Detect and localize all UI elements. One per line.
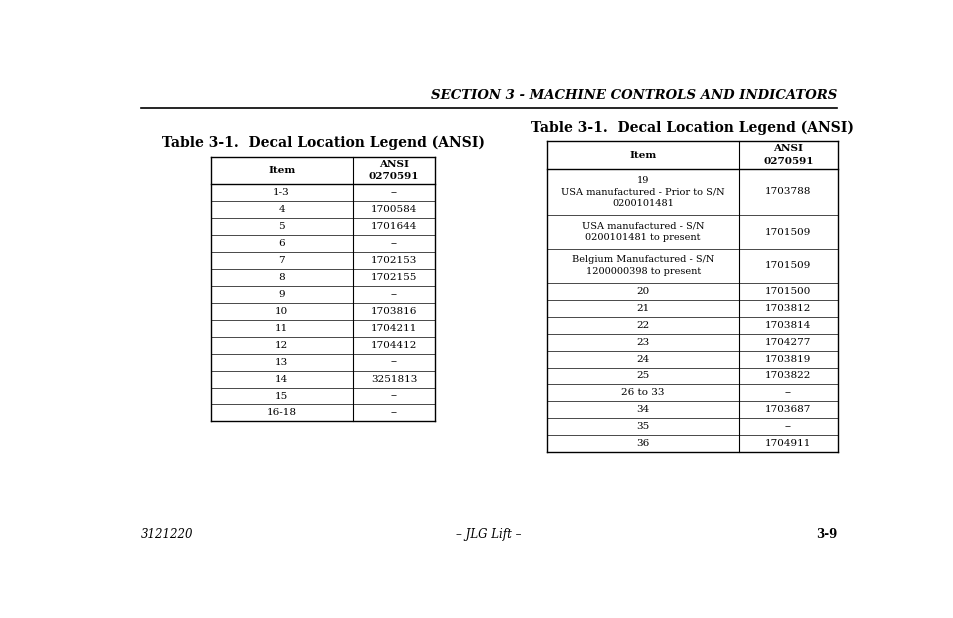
Text: --: -- <box>784 422 791 431</box>
Text: 3121220: 3121220 <box>141 528 193 541</box>
Text: --: -- <box>390 239 397 248</box>
Text: Table 3-1.  Decal Location Legend (ANSI): Table 3-1. Decal Location Legend (ANSI) <box>530 121 853 135</box>
Text: 1704412: 1704412 <box>371 341 416 350</box>
Text: 35: 35 <box>636 422 649 431</box>
Text: 12: 12 <box>274 341 288 350</box>
Text: 1701500: 1701500 <box>764 287 811 296</box>
Text: 21: 21 <box>636 303 649 313</box>
Text: 36: 36 <box>636 439 649 448</box>
Text: 19
USA manufactured - Prior to S/N
0200101481: 19 USA manufactured - Prior to S/N 02001… <box>560 176 724 208</box>
Text: --: -- <box>390 392 397 400</box>
Text: – JLG Lift –: – JLG Lift – <box>456 528 521 541</box>
Text: 5: 5 <box>278 222 285 231</box>
Text: 1-3: 1-3 <box>273 188 290 197</box>
Text: ANSI
0270591: ANSI 0270591 <box>369 159 418 181</box>
Text: 16-18: 16-18 <box>266 408 296 418</box>
Text: 14: 14 <box>274 375 288 384</box>
Text: USA manufactured - S/N
0200101481 to present: USA manufactured - S/N 0200101481 to pre… <box>581 222 703 242</box>
Text: 1703816: 1703816 <box>371 307 416 316</box>
Text: --: -- <box>390 408 397 418</box>
Text: Belgium Manufactured - S/N
1200000398 to present: Belgium Manufactured - S/N 1200000398 to… <box>572 255 714 276</box>
Text: 9: 9 <box>278 290 285 299</box>
Text: --: -- <box>390 188 397 197</box>
Text: 8: 8 <box>278 273 285 282</box>
Text: 1704211: 1704211 <box>371 324 416 332</box>
Text: 7: 7 <box>278 256 285 265</box>
Text: 1701509: 1701509 <box>764 261 811 271</box>
Text: 22: 22 <box>636 321 649 329</box>
Text: 1704277: 1704277 <box>764 337 811 347</box>
Text: 24: 24 <box>636 355 649 363</box>
Text: 3-9: 3-9 <box>815 528 836 541</box>
Text: Item: Item <box>268 166 294 175</box>
Text: 26 to 33: 26 to 33 <box>620 389 664 397</box>
Text: --: -- <box>390 290 397 299</box>
Text: 34: 34 <box>636 405 649 415</box>
Text: 15: 15 <box>274 392 288 400</box>
Text: 1702155: 1702155 <box>371 273 416 282</box>
Text: 25: 25 <box>636 371 649 381</box>
Text: 1702153: 1702153 <box>371 256 416 265</box>
Text: --: -- <box>390 358 397 366</box>
Text: 1703687: 1703687 <box>764 405 811 415</box>
Text: SECTION 3 - MACHINE CONTROLS AND INDICATORS: SECTION 3 - MACHINE CONTROLS AND INDICAT… <box>430 89 836 102</box>
Text: Table 3-1.  Decal Location Legend (ANSI): Table 3-1. Decal Location Legend (ANSI) <box>161 136 484 150</box>
Text: 10: 10 <box>274 307 288 316</box>
Text: 1703822: 1703822 <box>764 371 811 381</box>
Text: ANSI
0270591: ANSI 0270591 <box>762 144 813 166</box>
Text: 13: 13 <box>274 358 288 366</box>
Text: 6: 6 <box>278 239 285 248</box>
Text: 23: 23 <box>636 337 649 347</box>
Text: --: -- <box>784 389 791 397</box>
Text: 1703788: 1703788 <box>764 187 811 197</box>
Text: 1704911: 1704911 <box>764 439 811 448</box>
Text: 3251813: 3251813 <box>371 375 416 384</box>
Text: 1701509: 1701509 <box>764 227 811 237</box>
Text: 1701644: 1701644 <box>371 222 416 231</box>
Text: Item: Item <box>629 151 656 159</box>
Text: 1700584: 1700584 <box>371 205 416 214</box>
Text: 1703819: 1703819 <box>764 355 811 363</box>
Text: 1703812: 1703812 <box>764 303 811 313</box>
Text: 20: 20 <box>636 287 649 296</box>
Text: 1703814: 1703814 <box>764 321 811 329</box>
Text: 4: 4 <box>278 205 285 214</box>
Text: 11: 11 <box>274 324 288 332</box>
